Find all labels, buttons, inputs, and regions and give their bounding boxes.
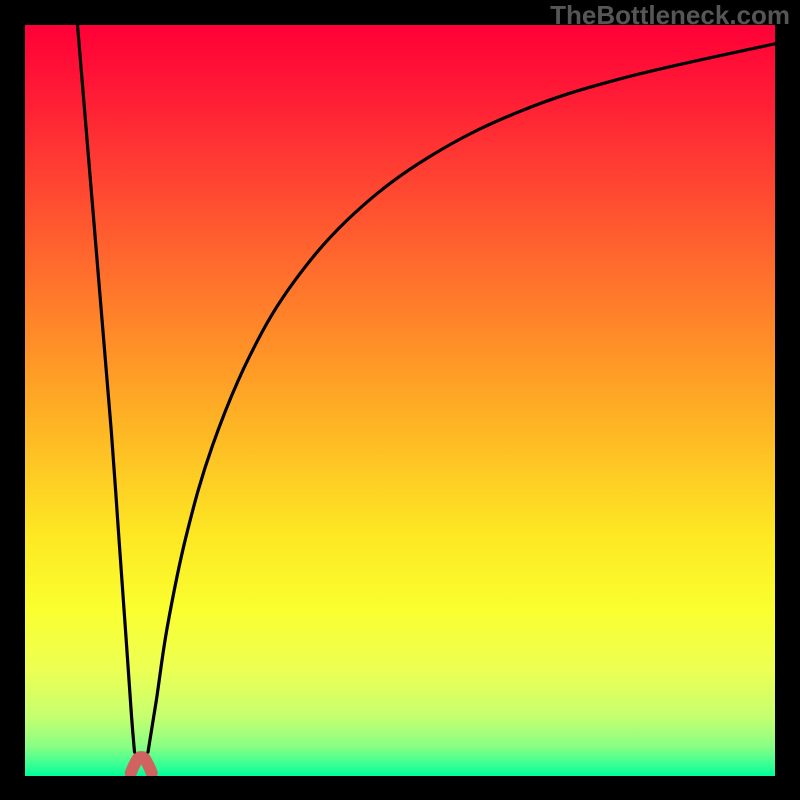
- figure-container: TheBottleneck.com: [0, 0, 800, 800]
- source-watermark: TheBottleneck.com: [550, 0, 790, 31]
- bottleneck-curve-chart: [25, 25, 775, 776]
- chart-background-gradient: [25, 25, 775, 776]
